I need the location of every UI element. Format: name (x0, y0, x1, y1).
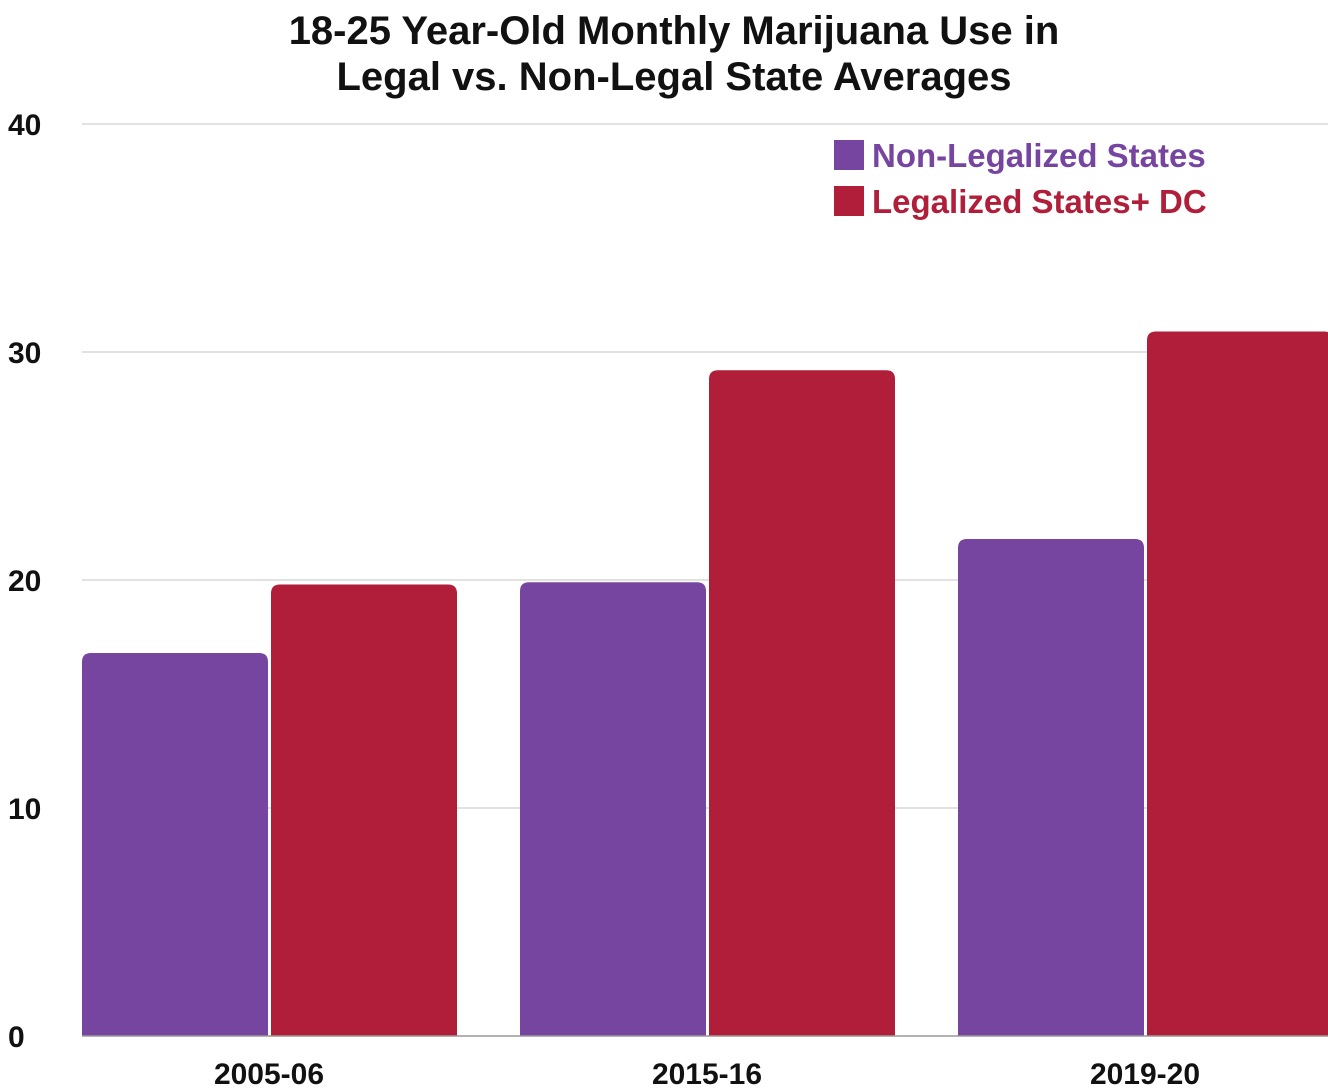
legend-label-legalized: Legalized States+ DC (872, 183, 1207, 220)
legend-swatch-non-legalized (834, 140, 864, 170)
y-tick-label: 10 (8, 793, 41, 826)
chart-title-line-2: Legal vs. Non-Legal State Averages (336, 55, 1011, 99)
legend: Non-Legalized States Legalized States+ D… (834, 137, 1207, 220)
y-axis-tick-labels: 0 10 20 30 40 (8, 109, 41, 1054)
bar-2005-06-non-legalized (82, 652, 268, 1036)
x-tick-label: 2015-16 (652, 1058, 762, 1090)
y-tick-label: 30 (8, 337, 41, 370)
x-tick-label: 2019-20 (1090, 1058, 1200, 1090)
x-tick-label: 2005-06 (214, 1058, 324, 1090)
chart-title-line-1: 18-25 Year-Old Monthly Marijuana Use in (289, 9, 1060, 53)
bar-2015-16-non-legalized (520, 582, 706, 1036)
x-axis-tick-labels: 2005-06 2015-16 2019-20 (214, 1058, 1200, 1090)
chart-title: 18-25 Year-Old Monthly Marijuana Use in … (289, 9, 1060, 99)
y-tick-label: 20 (8, 565, 41, 598)
bar-2019-20-non-legalized (958, 538, 1144, 1036)
bar-2005-06-legalized (271, 584, 457, 1036)
bar-2015-16-legalized (709, 370, 895, 1036)
y-tick-label: 40 (8, 109, 41, 142)
legend-label-non-legalized: Non-Legalized States (872, 137, 1206, 174)
legend-swatch-legalized (834, 186, 864, 216)
y-tick-label: 0 (8, 1021, 25, 1054)
bars (82, 331, 1328, 1036)
bar-2019-20-legalized (1147, 331, 1328, 1036)
